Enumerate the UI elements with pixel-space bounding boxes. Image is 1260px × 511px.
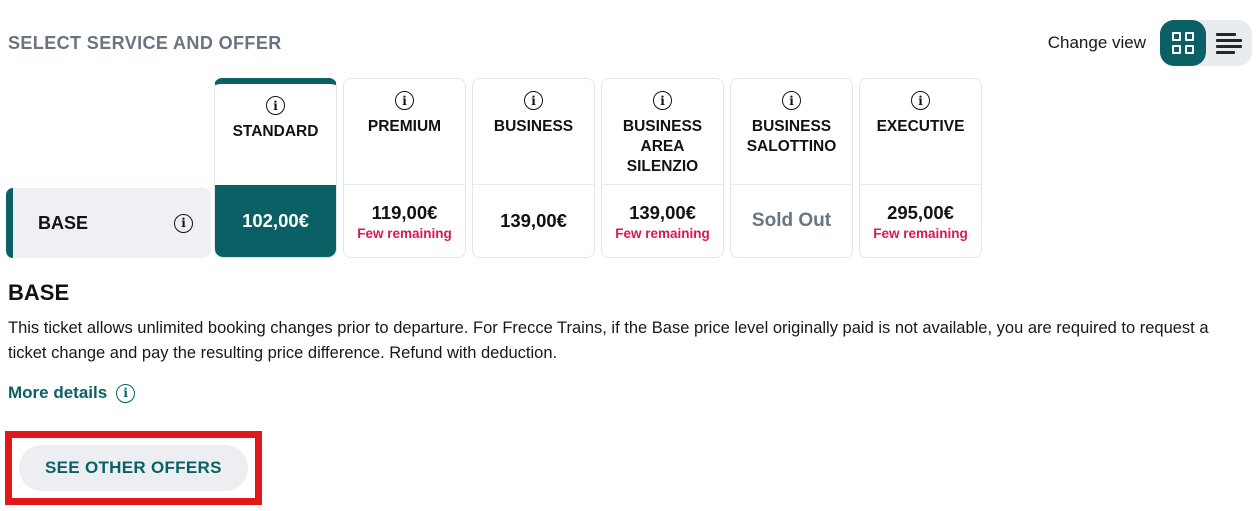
offer-description: This ticket allows unlimited booking cha… [8,319,1209,362]
offer-column-business[interactable]: BUSINESS 139,00€ [472,78,595,258]
sold-out-label: Sold Out [751,210,832,231]
column-header: PREMIUM [344,79,465,185]
list-view-icon [1216,32,1242,54]
column-name: STANDARD [232,123,319,140]
price-cell-executive[interactable]: 295,00€ Few remaining [860,185,981,257]
grid-view-button[interactable] [1160,20,1206,66]
column-name: PREMIUM [367,118,442,135]
availability-label: Few remaining [873,225,968,241]
list-view-button[interactable] [1206,20,1252,66]
offer-details-heading: BASE [8,280,70,305]
availability-label: Few remaining [357,225,452,241]
view-controls: Change view [1048,20,1252,66]
price-value: 295,00€ [887,201,954,223]
offer-column-business-area-silenzio[interactable]: BUSINESS AREA SILENZIO 139,00€ Few remai… [601,78,724,258]
column-header: STANDARD [215,84,336,185]
price-cell-premium[interactable]: 119,00€ Few remaining [344,185,465,257]
price-cell-business[interactable]: 139,00€ [473,185,594,257]
more-details-info-icon[interactable] [116,383,136,403]
base-info-icon[interactable] [174,213,193,233]
business-salottino-info-icon[interactable] [782,91,801,110]
column-name: EXECUTIVE [876,118,965,135]
business-area-silenzio-info-icon[interactable] [653,91,672,110]
see-other-offers-button[interactable]: SEE OTHER OFFERS [19,445,248,491]
availability-label: Few remaining [615,225,710,241]
price-value: 139,00€ [629,201,696,223]
offer-column-standard[interactable]: STANDARD 102,00€ [214,78,337,258]
change-view-label: Change view [1047,33,1146,52]
column-header: EXECUTIVE [860,79,981,185]
red-highlight-box: SEE OTHER OFFERS [5,431,262,505]
column-header: BUSINESS AREA SILENZIO [602,79,723,185]
topbar: SELECT SERVICE AND OFFER Change view [0,0,1260,66]
column-name: BUSINESS AREA SILENZIO [622,118,703,175]
base-row-label: BASE [38,212,89,233]
executive-info-icon[interactable] [911,91,930,110]
more-details-link[interactable]: More details [8,383,136,403]
grid-view-icon [1172,32,1194,54]
offer-column-business-salottino[interactable]: BUSINESS SALOTTINO Sold Out [730,78,853,258]
price-cell-business-area-silenzio[interactable]: 139,00€ Few remaining [602,185,723,257]
offer-matrix: BASE STANDARD 102,00€ PREMIUM 119,00€ Fe… [6,78,1260,258]
standard-info-icon[interactable] [266,96,285,115]
price-cell-business-salottino: Sold Out [731,185,852,257]
view-toggle [1160,20,1252,66]
column-header: BUSINESS [473,79,594,185]
base-row-accent-edge [6,188,13,258]
column-name: BUSINESS [493,118,574,135]
column-name: BUSINESS SALOTTINO [746,118,837,155]
price-cell-standard[interactable]: 102,00€ [215,185,336,257]
row-label-block: BASE [6,78,211,258]
base-offer-row-label: BASE [6,188,211,258]
offer-details-section: BASE This ticket allows unlimited bookin… [8,280,1252,403]
premium-info-icon[interactable] [395,91,414,110]
price-value: 119,00€ [371,201,438,223]
price-value: 139,00€ [500,210,567,231]
offer-column-premium[interactable]: PREMIUM 119,00€ Few remaining [343,78,466,258]
price-value: 102,00€ [242,210,309,231]
offer-column-executive[interactable]: EXECUTIVE 295,00€ Few remaining [859,78,982,258]
column-header: BUSINESS SALOTTINO [731,79,852,185]
business-info-icon[interactable] [524,91,543,110]
page-title: SELECT SERVICE AND OFFER [8,32,282,53]
more-details-label: More details [8,383,108,402]
